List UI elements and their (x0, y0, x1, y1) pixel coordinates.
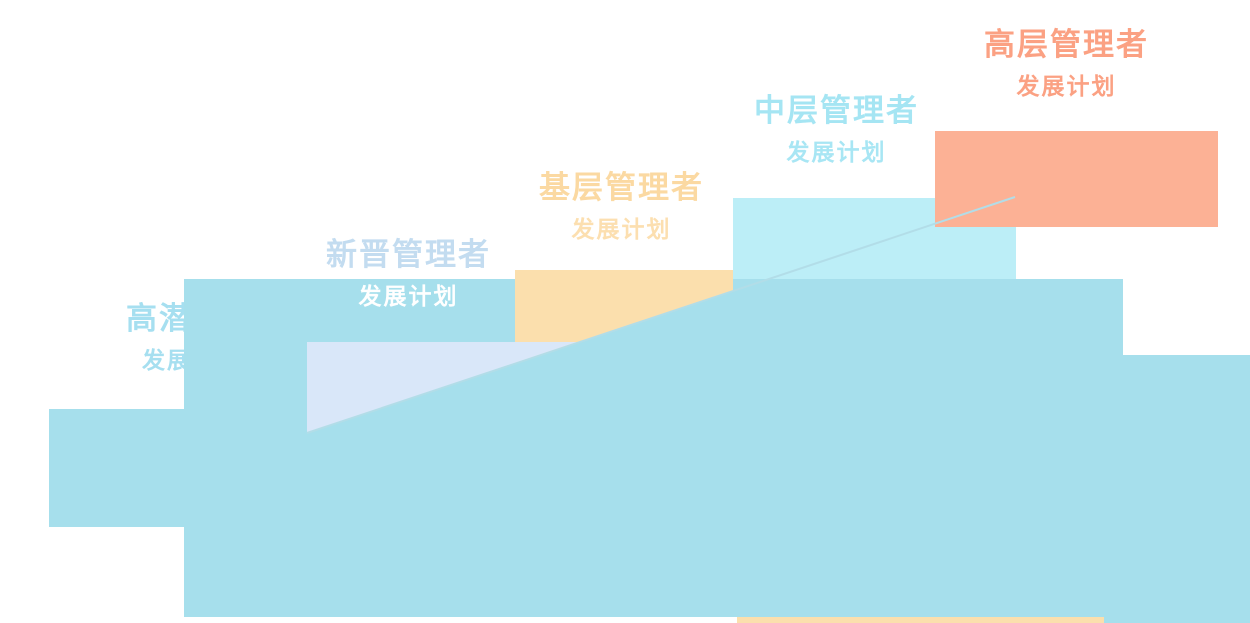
step-label-new-manager: 新晋管理者 发展计划 (326, 240, 491, 309)
step-subtitle: 发展计划 (571, 217, 672, 243)
step-title: 基层管理者 (539, 170, 704, 206)
shape-high-potential-block (49, 409, 184, 527)
step-subtitle: 发展计划 (1016, 74, 1117, 100)
shape-right-block (1104, 355, 1250, 623)
step-label-middle-manager: 中层管理者 发展计划 (754, 96, 919, 165)
step-title: 高层管理者 (984, 27, 1149, 63)
step-subtitle: 发展计划 (358, 284, 459, 310)
step-title: 中层管理者 (754, 93, 919, 129)
step-label-frontline-manager: 基层管理者 发展计划 (539, 173, 704, 242)
step-label-senior-manager: 高层管理者 发展计划 (984, 30, 1149, 99)
step-title: 新晋管理者 (326, 237, 491, 273)
shape-base-block (184, 279, 1123, 617)
shape-senior-manager-block (935, 131, 1218, 227)
step-subtitle: 发展计划 (786, 140, 887, 166)
